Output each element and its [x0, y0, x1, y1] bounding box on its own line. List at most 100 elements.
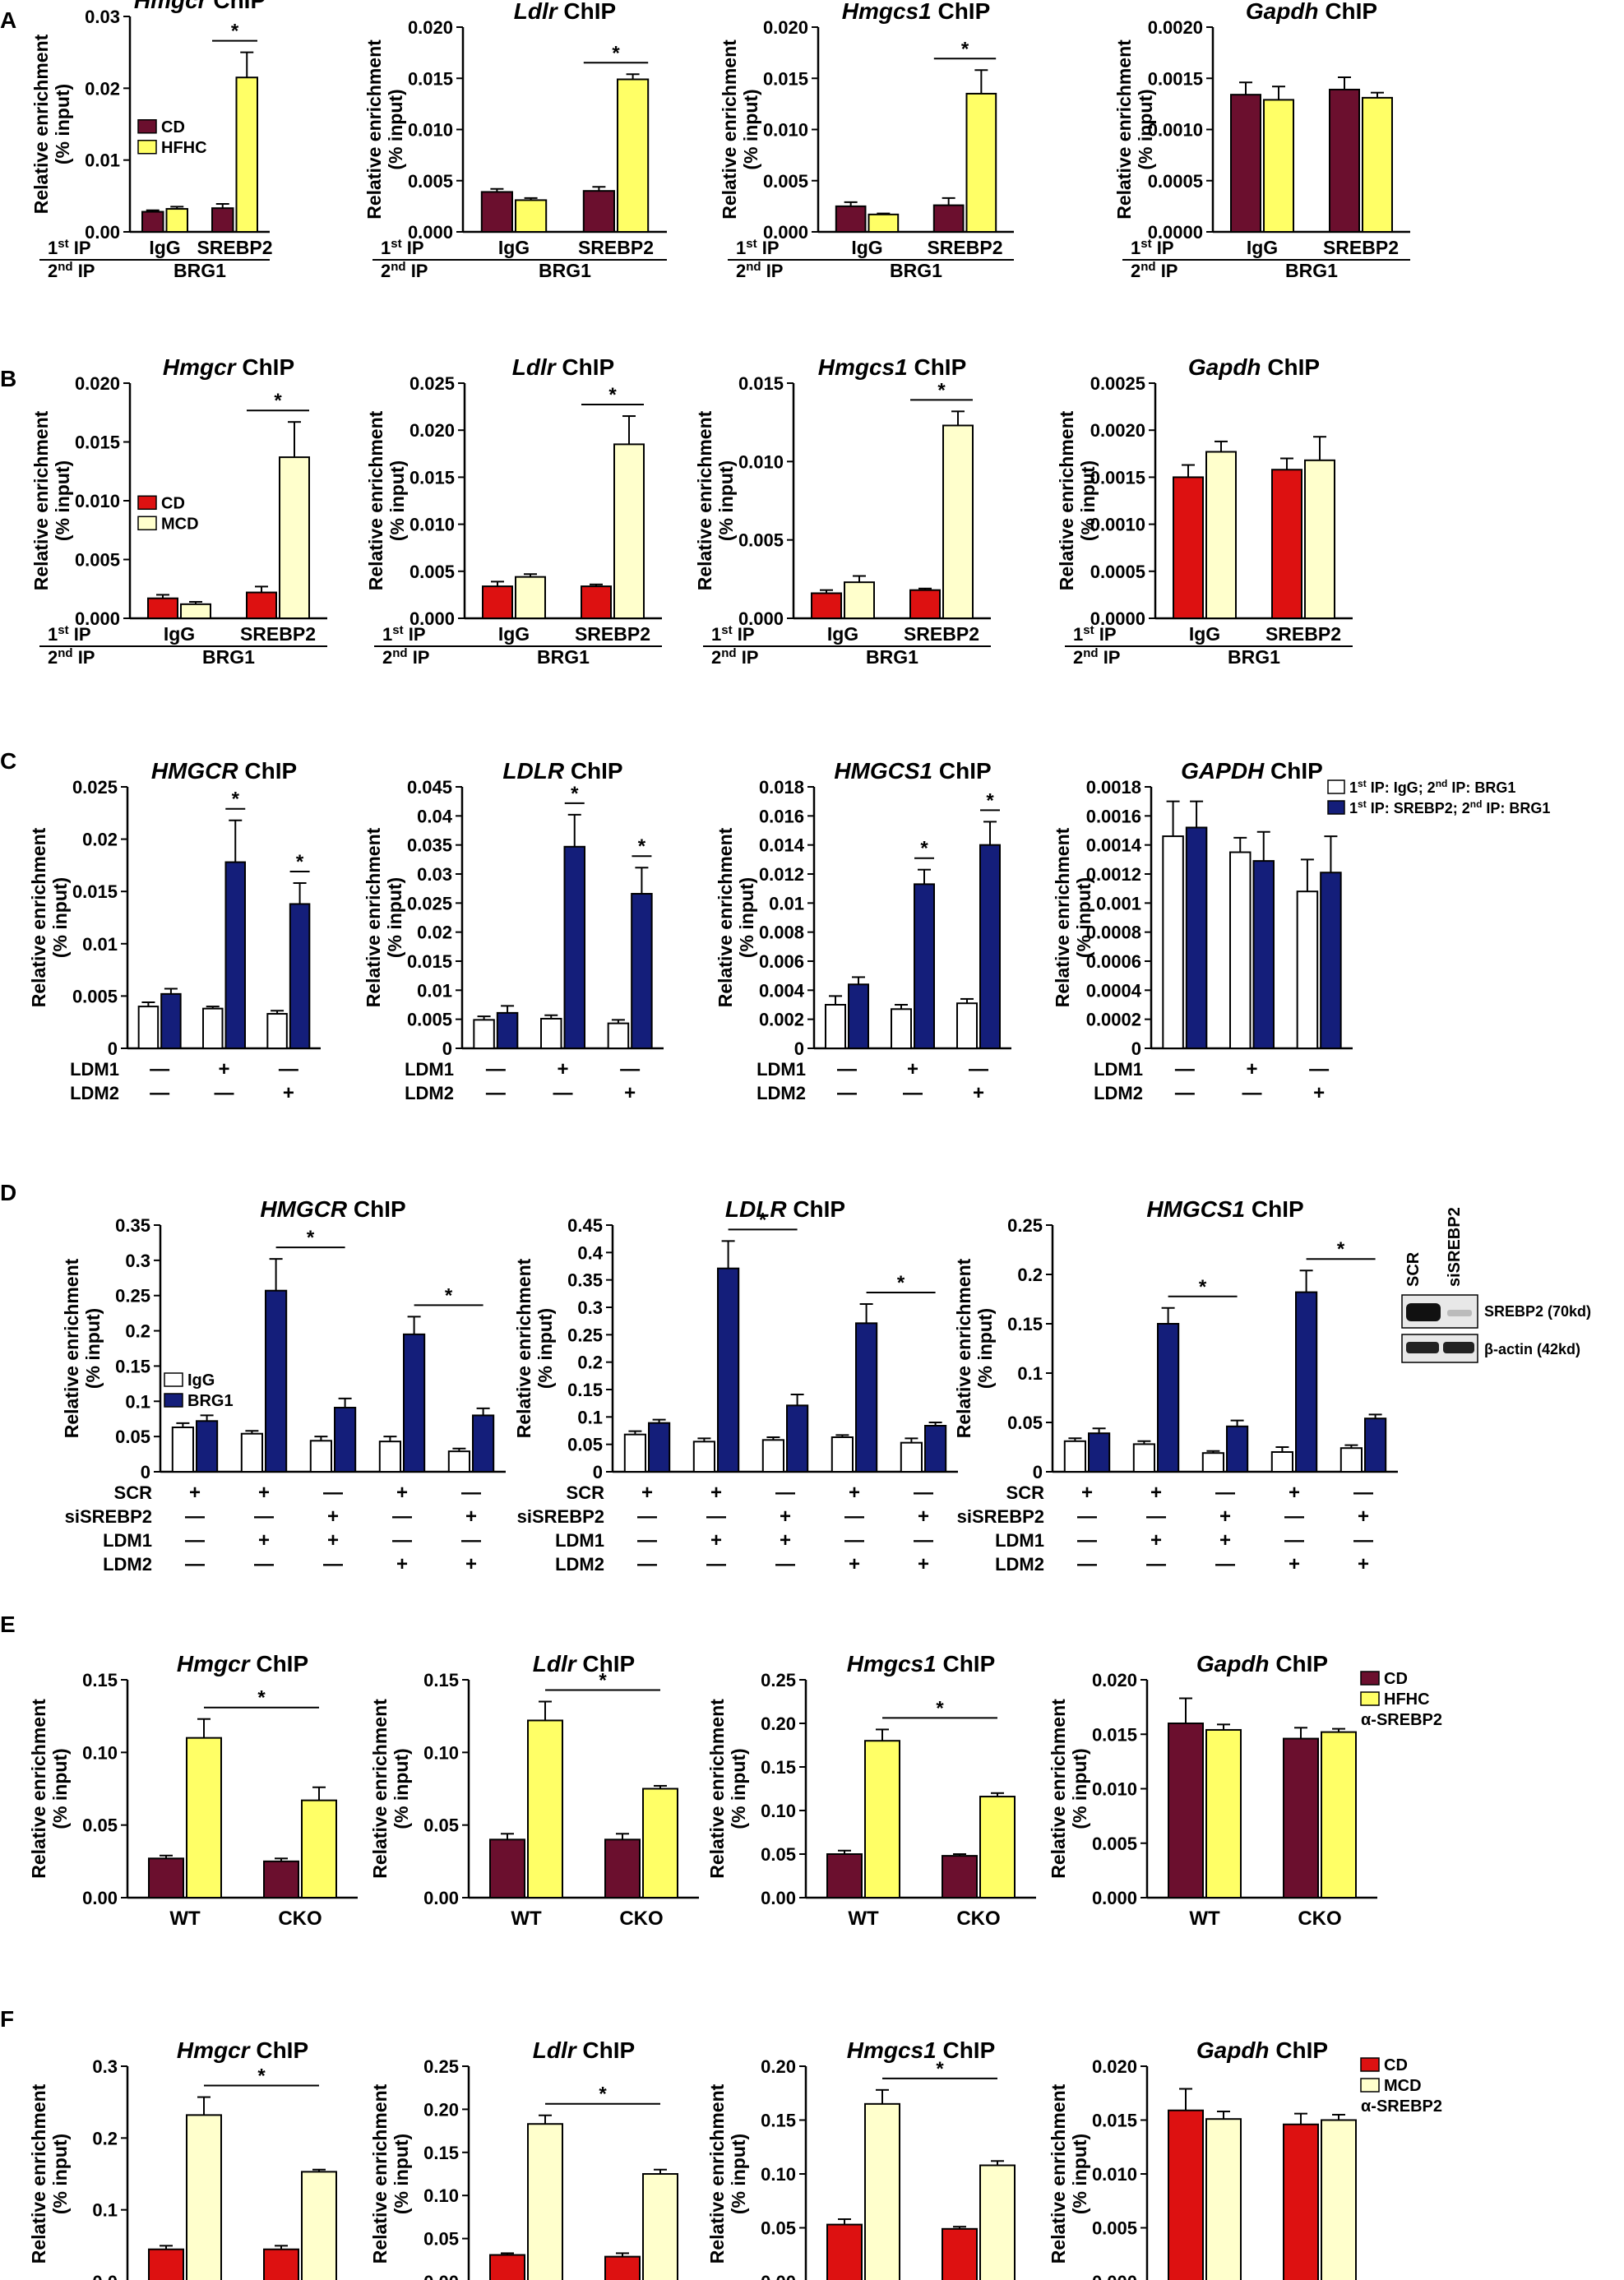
y-tick-label: 0.35 — [115, 1215, 150, 1236]
row-value: BRG1 — [539, 260, 591, 281]
bar — [956, 1002, 978, 1049]
x-tick-label: WT — [848, 1908, 879, 1930]
y-tick-label: 0.1 — [1017, 1363, 1043, 1384]
row-value: + — [918, 1505, 929, 1528]
y-tick-label: 0.01 — [85, 150, 120, 171]
row-label: LDM1 — [1094, 1059, 1143, 1080]
row-label: 2nd IP — [1073, 646, 1120, 668]
significance-marker: * — [759, 1209, 767, 1231]
y-axis-label-unit: (% input) — [385, 89, 406, 169]
chart-D-ldlr: LDLR ChIP Relative enrichment (% input) 0 0.… — [513, 1196, 958, 1575]
y-tick-label: 0.03 — [417, 864, 452, 885]
y-tick-label: 0.025 — [407, 893, 452, 913]
row-value: — — [844, 1505, 864, 1528]
legend-swatch — [164, 1372, 183, 1387]
y-tick-label: 0.015 — [1092, 1724, 1137, 1745]
y-axis-title: Relative enrichment (% input) — [513, 1258, 556, 1438]
bar — [965, 92, 997, 233]
y-tick-label: 0.0006 — [1086, 951, 1141, 972]
bar — [631, 893, 653, 1049]
bar — [224, 861, 246, 1049]
bar — [900, 1441, 923, 1473]
y-axis-label: Relative enrichment — [706, 2083, 728, 2264]
y-tick-label: 0 — [593, 1462, 603, 1482]
significance-marker: * — [608, 384, 617, 406]
bar — [623, 1433, 646, 1473]
y-tick-label: 0.016 — [759, 806, 804, 826]
y-tick-label: 0.005 — [1092, 2218, 1137, 2239]
bar — [137, 1006, 160, 1049]
x-tick-label: CKO — [1298, 1908, 1341, 1930]
y-tick-label: 0.002 — [759, 1010, 804, 1030]
row-value: — — [914, 1529, 933, 1552]
significance-marker: * — [638, 835, 646, 858]
bar — [1270, 1451, 1294, 1473]
row-value: — — [1077, 1505, 1097, 1528]
row-value: — — [1077, 1529, 1097, 1552]
row-value: IgG — [498, 237, 530, 258]
y-tick-label: 0.10 — [423, 1742, 459, 1763]
y-tick-label: 0.000 — [408, 222, 453, 243]
row-label: 2nd IP — [382, 646, 429, 668]
bar — [831, 1436, 854, 1473]
bar — [378, 1441, 401, 1473]
bar — [160, 992, 182, 1049]
y-axis-title: Relative enrichment (% input) — [719, 39, 761, 220]
y-tick-label: 0.000 — [738, 608, 784, 629]
bar — [563, 845, 585, 1049]
bar — [868, 213, 900, 233]
y-axis-title: Relative enrichment (% input) — [30, 410, 73, 590]
row-value: + — [641, 1482, 653, 1504]
row-value: + — [907, 1058, 918, 1080]
y-axis-title: Relative enrichment (% input) — [1113, 39, 1156, 220]
bar — [1185, 826, 1208, 1049]
row-label: LDM2 — [995, 1554, 1044, 1575]
band — [1406, 1342, 1439, 1353]
chart-F-hmgcr: Hmgcr ChIP Relative enrichment (% input) 0.… — [28, 2037, 337, 2280]
row-value: + — [258, 1529, 270, 1552]
row-value: — — [392, 1529, 412, 1552]
significance-marker: * — [445, 1284, 453, 1306]
y-tick-label: 0.000 — [763, 222, 808, 243]
bar — [171, 1427, 195, 1473]
significance-marker: * — [1199, 1276, 1207, 1298]
legend-label: HFHC — [161, 139, 207, 157]
chart-A-hmgcr: Hmgcr ChIP Relative enrichment (% input) 0.… — [30, 0, 273, 281]
y-tick-label: 0.010 — [408, 120, 453, 141]
row-label: 1st IP — [48, 237, 91, 259]
y-tick-label: 0.45 — [567, 1215, 603, 1236]
y-axis-label-unit: (% input) — [740, 89, 761, 169]
row-label: LDM1 — [405, 1059, 454, 1080]
row-value: BRG1 — [1228, 646, 1280, 668]
row-label: 1st IP — [711, 623, 755, 645]
y-axis-title: Relative enrichment (% input) — [706, 1699, 749, 1879]
bar — [914, 883, 935, 1050]
row-value: + — [283, 1082, 294, 1104]
y-tick-label: 0.015 — [1092, 2111, 1137, 2131]
row-value: — — [1353, 1529, 1373, 1552]
bar — [979, 2164, 1016, 2280]
y-tick-label: 0.020 — [408, 17, 453, 38]
bar — [263, 1860, 299, 1898]
bar — [1201, 1452, 1225, 1473]
row-value: BRG1 — [890, 260, 942, 281]
y-axis-title: Relative enrichment (% input) — [363, 39, 406, 220]
chart-title: Hmgcs1 ChIP — [818, 354, 967, 380]
row-value: — — [1284, 1529, 1304, 1552]
row-value: + — [1219, 1505, 1231, 1528]
row-label: LDM1 — [103, 1530, 152, 1551]
y-tick-label: 0.025 — [72, 777, 118, 798]
significance-marker: * — [231, 21, 239, 43]
bar — [246, 591, 277, 619]
legend-label: MCD — [1384, 2077, 1422, 2095]
bar — [489, 1838, 525, 1898]
bar — [1329, 88, 1360, 233]
y-axis-label: Relative enrichment — [28, 2083, 49, 2264]
bar — [1168, 2109, 1204, 2280]
y-tick-label: 0.020 — [763, 17, 808, 38]
y-tick-label: 0.005 — [407, 1010, 452, 1030]
bar — [1321, 1731, 1357, 1899]
row-value: + — [327, 1505, 339, 1528]
row-value: — — [637, 1529, 657, 1552]
